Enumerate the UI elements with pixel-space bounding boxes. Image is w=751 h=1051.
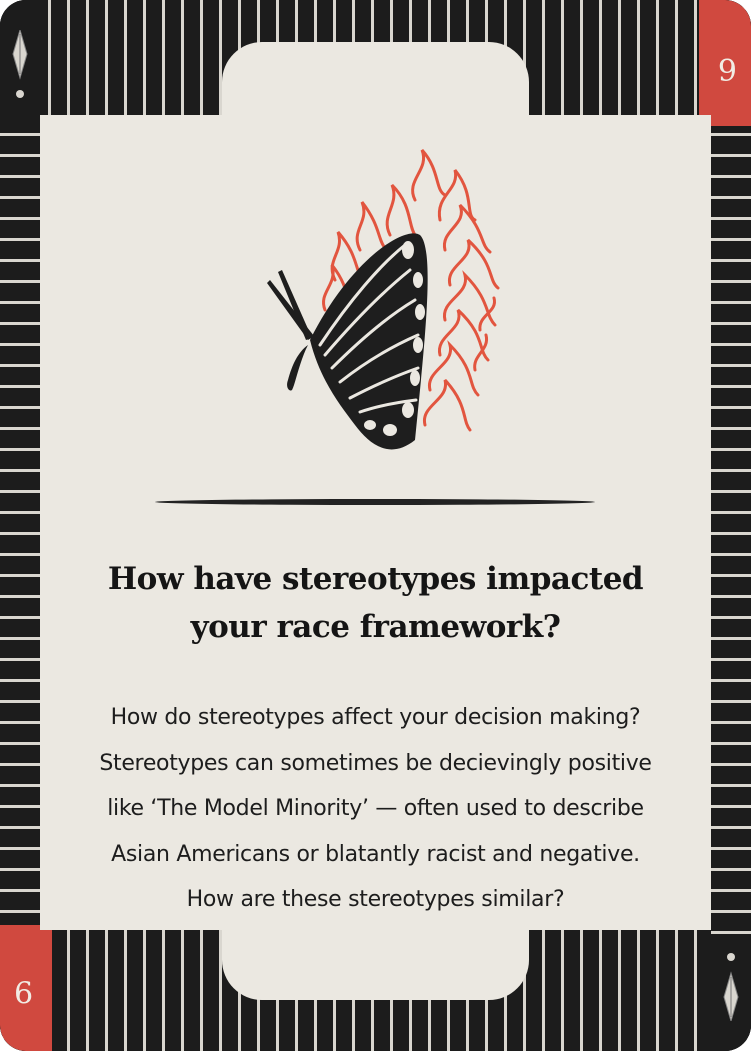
diamond-suit-icon bbox=[12, 30, 28, 102]
diamond-suit-icon bbox=[723, 949, 739, 1021]
description-line: How do stereotypes affect your decision … bbox=[60, 695, 691, 741]
heading-line: your race framework? bbox=[60, 603, 691, 651]
card-number-bottom: 9 bbox=[14, 975, 33, 1005]
butterfly-on-fire-icon bbox=[240, 140, 520, 480]
top-right-number-badge: 9 bbox=[699, 0, 751, 126]
description-line: like ‘The Model Minority’ — often used t… bbox=[60, 786, 691, 832]
description-line: Asian Americans or blatantly racist and … bbox=[60, 832, 691, 878]
bottom-left-number-badge: 9 bbox=[0, 925, 52, 1051]
description-line: How are these stereotypes similar? bbox=[60, 877, 691, 923]
heading-line: How have stereotypes impacted bbox=[60, 555, 691, 603]
section-divider bbox=[155, 499, 595, 505]
left-stripe-border bbox=[0, 0, 40, 1051]
card-number-top: 9 bbox=[718, 57, 737, 87]
question-description: How do stereotypes affect your decision … bbox=[60, 695, 691, 923]
question-heading: How have stereotypes impacted your race … bbox=[60, 555, 691, 651]
description-line: Stereotypes can sometimes be decievingly… bbox=[60, 741, 691, 787]
right-stripe-border bbox=[711, 0, 751, 1051]
